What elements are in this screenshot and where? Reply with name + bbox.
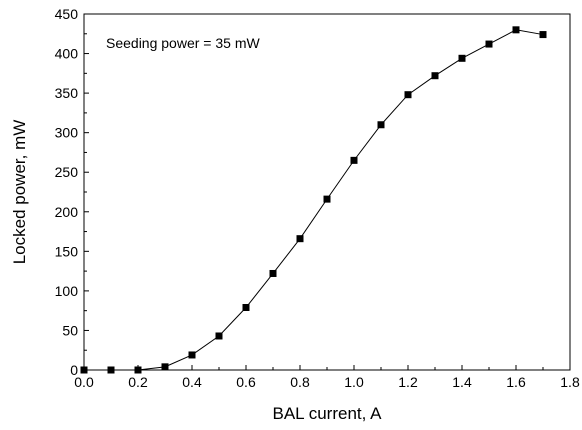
data-point-marker	[458, 54, 466, 62]
y-tick-label: 50	[62, 322, 78, 338]
annotation: Seeding power = 35 mW	[106, 35, 260, 51]
data-point-marker	[107, 366, 115, 374]
x-tick-label: 0.6	[236, 374, 256, 390]
y-tick-label: 400	[55, 46, 79, 62]
data-point-marker	[350, 156, 358, 164]
y-tick-label: 450	[55, 6, 79, 22]
x-tick-label: 0.0	[74, 374, 94, 390]
y-tick-label: 350	[55, 85, 79, 101]
data-point-marker	[188, 351, 196, 359]
y-axis-title: Locked power, mW	[10, 120, 29, 265]
data-point-marker	[485, 40, 493, 48]
data-point-marker	[242, 304, 250, 312]
x-tick-label: 1.0	[344, 374, 364, 390]
x-tick-label: 1.6	[506, 374, 526, 390]
y-tick-label: 200	[55, 204, 79, 220]
data-point-marker	[431, 72, 439, 80]
data-point-marker	[269, 269, 277, 277]
data-point-marker	[377, 121, 385, 129]
x-tick-label: 1.4	[452, 374, 472, 390]
markers	[80, 26, 547, 374]
data-point-marker	[512, 26, 520, 34]
data-point-marker	[323, 195, 331, 203]
data-point-marker	[134, 366, 142, 374]
series-line	[84, 29, 544, 371]
x-tick-label: 1.2	[398, 374, 418, 390]
y-tick-label: 250	[55, 164, 79, 180]
data-point-marker	[161, 363, 169, 371]
plot-frame	[83, 13, 571, 371]
x-tick-label: 0.4	[182, 374, 202, 390]
data-point-marker	[296, 235, 304, 243]
data-point-marker	[215, 332, 223, 340]
x-axis-title: BAL current, A	[273, 404, 383, 423]
y-tick-label: 150	[55, 243, 79, 259]
data-point-marker	[404, 91, 412, 99]
x-tick-label: 0.2	[128, 374, 148, 390]
y-tick-label: 0	[70, 362, 78, 378]
y-tick-label: 300	[55, 125, 79, 141]
y-tick-label: 100	[55, 283, 79, 299]
ticks	[83, 13, 571, 371]
data-point-marker	[80, 366, 88, 374]
tick-labels: 0.0 0.2 0.4 0.6 0.8 1.0 1.2 1.4 1.6 1.8 0 50 100 150 2…	[55, 6, 580, 390]
data-point-marker	[539, 31, 547, 39]
x-tick-label: 1.8	[560, 374, 580, 390]
x-tick-label: 0.8	[290, 374, 310, 390]
